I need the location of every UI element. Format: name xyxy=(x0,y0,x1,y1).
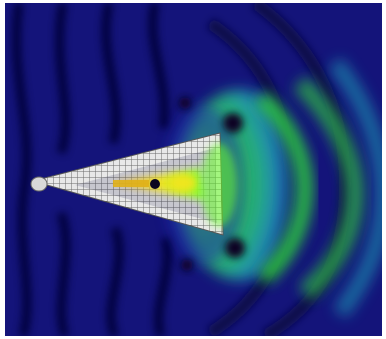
wavefront-ring-3 xyxy=(328,58,382,318)
horn-feed-tip xyxy=(30,176,48,192)
horn-core-node xyxy=(150,179,160,189)
back-wave-bands xyxy=(12,3,172,336)
horn-antenna-field-simulation xyxy=(5,3,382,336)
wavefront-ring-2 xyxy=(293,76,365,300)
wavefront-ring-1 xyxy=(254,91,314,285)
aperture-bright-region xyxy=(201,143,237,227)
horn-core-excitation xyxy=(113,168,205,200)
field-nodes xyxy=(179,97,245,271)
